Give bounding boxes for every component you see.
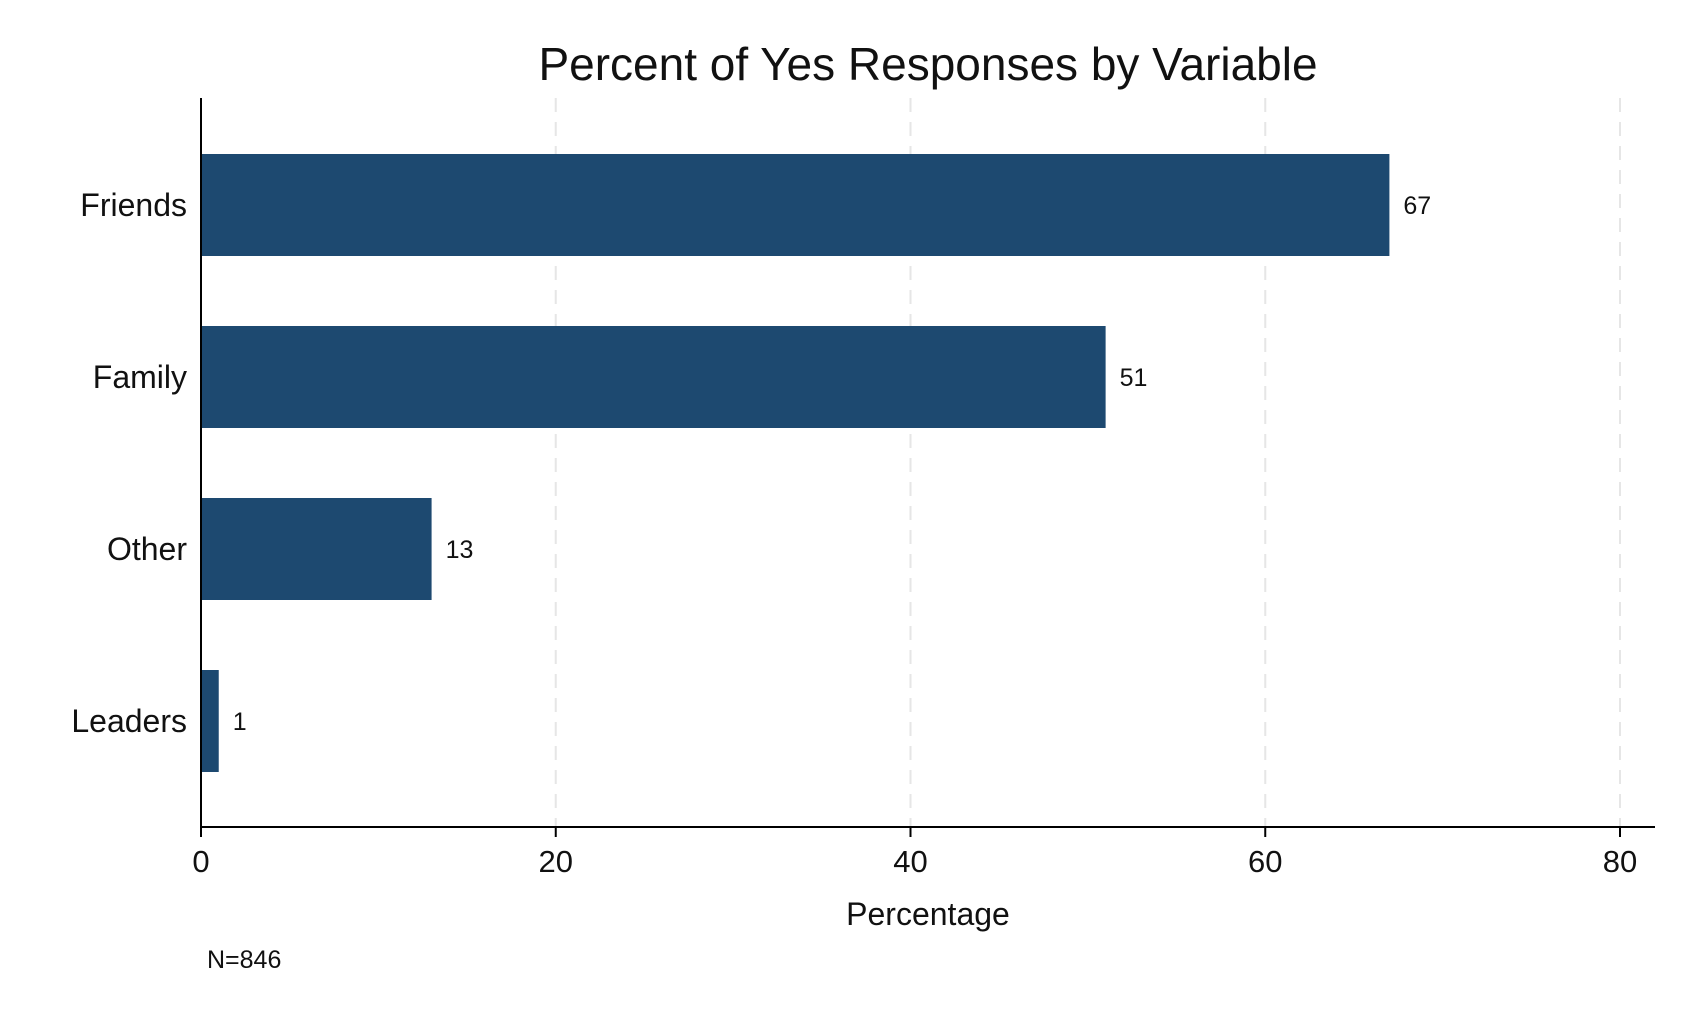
bar-friends xyxy=(201,154,1390,256)
x-axis-title: Percentage xyxy=(846,896,1010,932)
x-tick-label-80: 80 xyxy=(1603,844,1637,879)
data-labels: 67 51 13 1 xyxy=(233,192,1431,736)
axes xyxy=(200,98,1655,828)
data-label-other: 13 xyxy=(446,536,474,564)
bars xyxy=(201,154,1390,772)
category-labels: Friends Family Other Leaders xyxy=(71,187,187,739)
category-label-friends: Friends xyxy=(80,187,187,223)
data-label-leaders: 1 xyxy=(233,708,247,736)
x-tick-label-40: 40 xyxy=(893,844,927,879)
x-tick-label-60: 60 xyxy=(1248,844,1282,879)
data-label-friends: 67 xyxy=(1403,192,1431,220)
category-label-family: Family xyxy=(93,359,187,395)
x-axis-ticks: 0 20 40 60 80 xyxy=(192,827,1637,879)
data-label-family: 51 xyxy=(1120,364,1148,392)
bar-leaders xyxy=(201,670,219,772)
sample-size-note: N=846 xyxy=(207,946,281,974)
bar-other xyxy=(201,498,432,600)
chart-title: Percent of Yes Responses by Variable xyxy=(538,38,1317,90)
category-label-other: Other xyxy=(107,531,187,567)
category-label-leaders: Leaders xyxy=(71,703,187,739)
x-tick-label-20: 20 xyxy=(539,844,573,879)
bar-family xyxy=(201,326,1106,428)
x-tick-label-0: 0 xyxy=(192,844,209,879)
